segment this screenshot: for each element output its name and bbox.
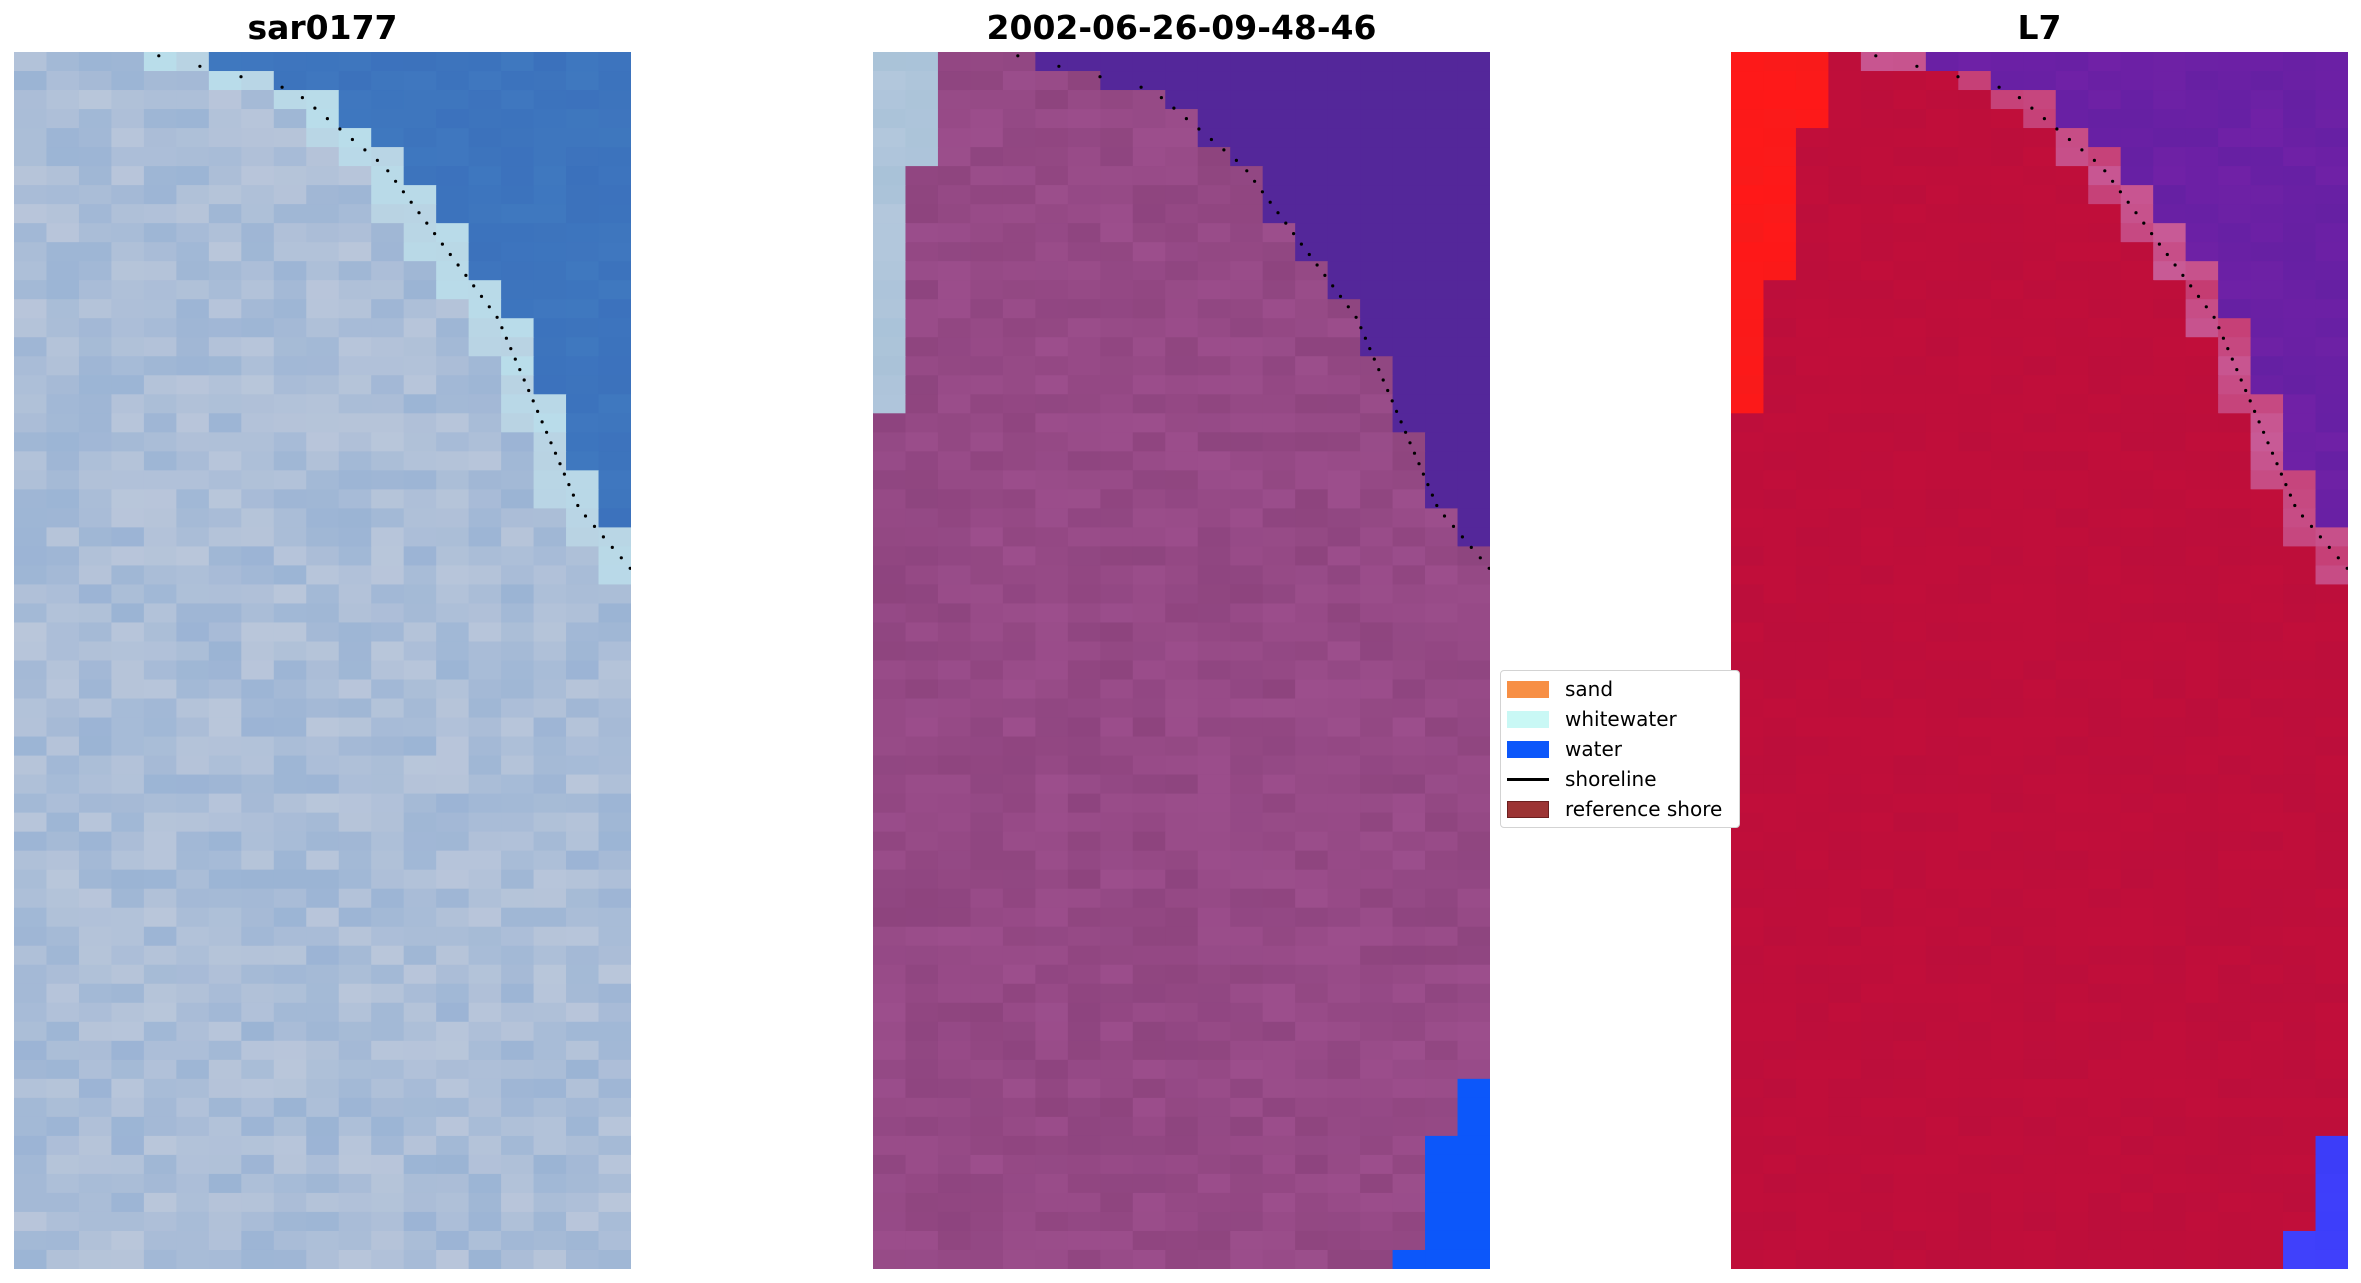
image-raster — [1731, 52, 2348, 1269]
legend-label-sand: sand — [1565, 677, 1614, 701]
image-raster — [873, 52, 1490, 1269]
shoreline-dots — [157, 54, 631, 570]
index-image — [1731, 52, 2348, 1269]
legend-item-whitewater: whitewater — [1507, 707, 1677, 731]
rgb-image — [14, 52, 631, 1269]
panel-title-index: L7 — [2017, 8, 2062, 47]
shoreline-dots — [1874, 54, 2348, 570]
image-raster — [14, 52, 631, 1269]
sand-swatch — [1507, 680, 1549, 698]
classified-image — [873, 52, 1490, 1269]
rgb-image-panel — [14, 52, 631, 1269]
legend-label-shoreline: shoreline — [1565, 767, 1657, 791]
legend-label-reference-shore: reference shore — [1565, 797, 1723, 821]
classified-image-panel — [873, 52, 1490, 1269]
water-swatch — [1507, 740, 1549, 758]
legend-label-whitewater: whitewater — [1565, 707, 1677, 731]
legend-item-sand: sand — [1507, 677, 1613, 701]
legend-item-water: water — [1507, 737, 1622, 761]
legend-item-reference-shore: reference shore — [1507, 797, 1722, 821]
panel-title-rgb: sar0177 — [247, 8, 398, 47]
whitewater-swatch — [1507, 710, 1549, 728]
legend: sand whitewater water shoreline referenc… — [1500, 670, 1740, 828]
legend-item-shoreline: shoreline — [1507, 767, 1657, 791]
reference-shore-swatch — [1507, 800, 1549, 818]
shoreline-dots — [1016, 54, 1490, 570]
panel-title-classified: 2002-06-26-09-48-46 — [986, 8, 1377, 47]
shoreline-line-swatch — [1507, 777, 1549, 781]
legend-label-water: water — [1565, 737, 1622, 761]
index-image-panel — [1731, 52, 2348, 1269]
